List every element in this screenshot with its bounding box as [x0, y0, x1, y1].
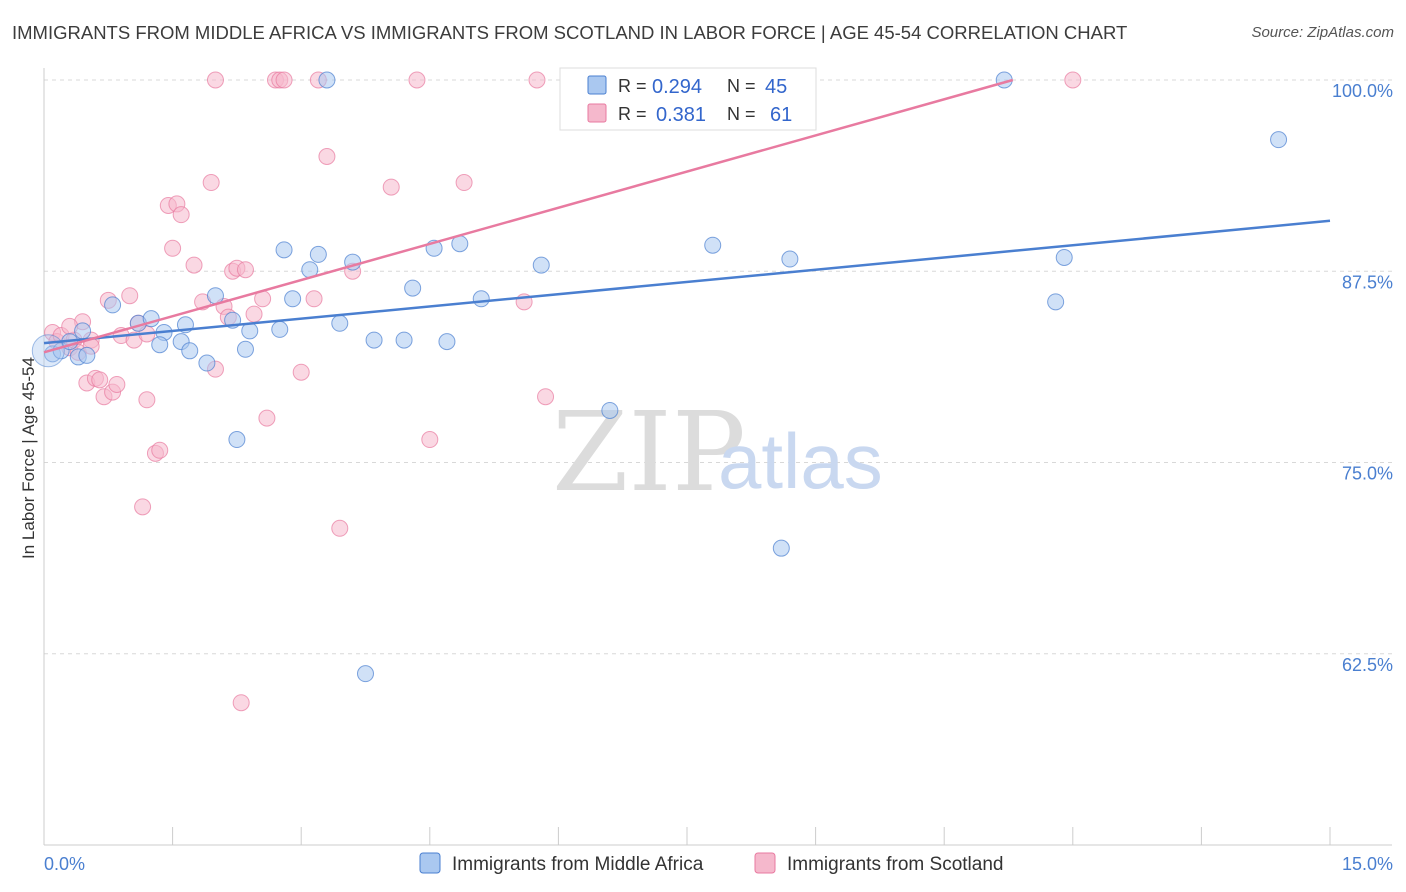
data-point-middle-africa	[236, 340, 254, 358]
chart-title: IMMIGRANTS FROM MIDDLE AFRICA VS IMMIGRA…	[12, 22, 1128, 43]
data-point-scotland	[236, 261, 254, 279]
data-point-scotland	[408, 71, 426, 89]
data-point-middle-africa	[395, 331, 413, 349]
bottom-legend-swatch-pink	[754, 852, 776, 874]
data-point-scotland	[206, 71, 224, 89]
data-point-scotland	[331, 519, 349, 537]
data-points	[31, 71, 1288, 712]
x-tick-label: 0.0%	[44, 854, 85, 874]
data-point-scotland	[164, 239, 182, 257]
data-point-middle-africa	[404, 279, 422, 297]
legend-n-label-blue: N =	[727, 76, 756, 96]
data-point-scotland	[121, 287, 139, 305]
data-point-middle-africa	[438, 333, 456, 351]
y-tick-labels: 62.5% 75.0% 87.5% 100.0%	[1332, 81, 1393, 675]
data-point-scotland	[305, 290, 323, 308]
trend-line-middle-africa	[43, 219, 1331, 345]
data-point-middle-africa	[198, 354, 216, 372]
grid-lines	[44, 79, 1392, 655]
legend-swatch-blue	[587, 75, 607, 95]
bottom-legend-label-pink: Immigrants from Scotland	[787, 854, 1003, 875]
data-point-middle-africa	[228, 431, 246, 449]
x-tick-labels: 0.0% 15.0%	[44, 854, 1393, 874]
data-point-scotland	[528, 71, 546, 89]
data-point-scotland	[202, 174, 220, 192]
data-point-middle-africa	[1270, 131, 1288, 149]
legend-r-label-pink: R =	[618, 104, 647, 124]
y-tick-label: 87.5%	[1342, 272, 1393, 292]
watermark-zip: ZIP	[552, 388, 746, 516]
data-point-middle-africa	[318, 71, 336, 89]
y-axis-label: In Labor Force | Age 45-54	[19, 357, 38, 559]
data-point-scotland	[318, 148, 336, 165]
axes	[43, 68, 1392, 846]
data-point-middle-africa	[365, 331, 383, 349]
data-point-middle-africa	[284, 290, 302, 308]
bottom-legend-swatch-blue	[419, 852, 441, 874]
data-point-scotland	[275, 71, 293, 89]
data-point-middle-africa	[781, 250, 799, 268]
data-point-scotland	[382, 178, 400, 196]
legend-r-value-pink: 0.381	[656, 104, 706, 126]
y-tick-label: 75.0%	[1342, 464, 1393, 484]
trend-line-scotland	[43, 78, 1014, 354]
data-point-middle-africa	[331, 314, 349, 332]
data-point-middle-africa	[275, 241, 293, 259]
x-tick-label: 15.0%	[1342, 854, 1393, 874]
data-point-middle-africa	[78, 346, 96, 364]
data-point-scotland	[455, 174, 473, 192]
watermark: ZIP atlas	[552, 388, 883, 516]
watermark-atlas: atlas	[718, 417, 883, 505]
data-point-scotland	[537, 388, 555, 406]
data-point-middle-africa	[772, 539, 790, 557]
data-point-scotland	[292, 363, 310, 381]
data-point-middle-africa	[601, 401, 619, 419]
data-point-scotland	[172, 206, 190, 224]
data-point-middle-africa	[104, 296, 122, 314]
data-point-middle-africa	[309, 245, 327, 263]
data-point-middle-africa	[74, 322, 92, 340]
data-point-scotland	[151, 441, 169, 459]
y-tick-label: 62.5%	[1342, 655, 1393, 675]
data-point-scotland	[108, 375, 126, 393]
legend-n-value-blue: 45	[765, 76, 787, 98]
bottom-legend: Immigrants from Middle Africa Immigrants…	[419, 852, 1003, 875]
data-point-scotland	[138, 391, 156, 409]
data-point-middle-africa	[181, 342, 199, 360]
data-point-scotland	[421, 431, 439, 449]
data-point-middle-africa	[1047, 293, 1065, 311]
data-point-middle-africa	[472, 290, 490, 308]
source-label: Source: ZipAtlas.com	[1251, 24, 1394, 41]
legend-swatch-pink	[587, 103, 607, 123]
legend-n-value-pink: 61	[770, 104, 792, 126]
data-point-scotland	[1064, 71, 1082, 89]
data-point-scotland	[134, 498, 152, 516]
data-point-scotland	[258, 409, 276, 427]
data-point-scotland	[232, 694, 250, 712]
trend-lines	[43, 78, 1331, 354]
legend: R = 0.294 N = 45 R = 0.381 N = 61	[559, 67, 817, 131]
data-point-middle-africa	[704, 236, 722, 254]
legend-n-label-pink: N =	[727, 104, 756, 124]
data-point-middle-africa	[532, 256, 550, 274]
data-point-scotland	[185, 256, 203, 274]
data-point-middle-africa	[357, 665, 374, 683]
data-point-middle-africa	[1055, 248, 1073, 266]
data-point-scotland	[91, 371, 109, 389]
data-point-middle-africa	[271, 320, 289, 338]
legend-r-label-blue: R =	[618, 76, 647, 96]
y-tick-label: 100.0%	[1332, 81, 1393, 101]
legend-r-value-blue: 0.294	[652, 76, 702, 98]
bottom-legend-label-blue: Immigrants from Middle Africa	[452, 854, 704, 875]
data-point-scotland	[245, 305, 263, 323]
data-point-middle-africa	[151, 336, 169, 354]
